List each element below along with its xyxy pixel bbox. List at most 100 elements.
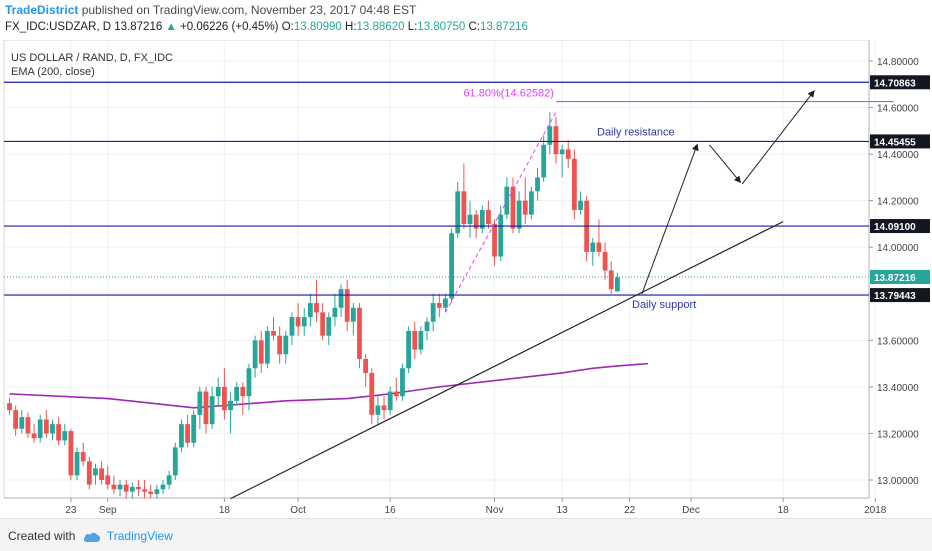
candle-body xyxy=(547,126,553,145)
candle-body xyxy=(93,468,98,476)
price-chart[interactable]: 13.0000013.2000013.4000013.6000013.80000… xyxy=(0,39,932,518)
candle-body xyxy=(228,400,233,411)
candle-body xyxy=(473,214,479,229)
price-label-box xyxy=(870,288,930,303)
close-value: 13.87216 xyxy=(479,21,528,33)
forecast-arrow-up xyxy=(641,143,699,294)
current-price-box xyxy=(870,269,930,284)
candle-body xyxy=(436,303,442,308)
quote-line: FX_IDC:USDZAR, D 13.87216 ▲ +0.06226 (+0… xyxy=(5,21,528,33)
trendline xyxy=(230,221,784,500)
candle-body xyxy=(148,491,154,494)
chart-area[interactable]: 13.0000013.2000013.4000013.6000013.80000… xyxy=(0,39,932,518)
candle-body xyxy=(277,335,283,355)
time-tick-label: 2018 xyxy=(864,505,887,516)
candle-body xyxy=(381,405,387,411)
author-link[interactable]: TradeDistrict xyxy=(5,3,79,17)
candle-body xyxy=(344,289,350,322)
candle-body xyxy=(99,468,104,480)
high-value: 13.88620 xyxy=(356,21,405,33)
candle-body xyxy=(240,386,246,397)
candle-body xyxy=(209,396,215,425)
candle-body xyxy=(529,191,534,215)
candle-body xyxy=(559,149,565,155)
candle-body xyxy=(596,242,602,252)
publish-text: published on TradingView.com, November 2… xyxy=(78,3,417,17)
candle-body xyxy=(535,177,540,192)
candle-body xyxy=(142,489,147,492)
candle-body xyxy=(608,270,614,290)
candle-body xyxy=(215,386,221,397)
price-tick-label: 14.60000 xyxy=(877,104,919,115)
candle-body xyxy=(105,475,111,485)
candle-body xyxy=(338,289,344,308)
candle-body xyxy=(467,214,473,224)
time-tick-label: 22 xyxy=(624,505,636,516)
chart-legend: US DOLLAR / RAND, D, FX_IDC EMA (200, cl… xyxy=(11,51,173,79)
candle-body xyxy=(375,405,381,415)
candle-body xyxy=(80,452,86,462)
candle-body xyxy=(565,149,571,159)
price-label: 13.79443 xyxy=(874,291,916,302)
time-tick-label: Nov xyxy=(486,505,504,516)
candle-body xyxy=(350,307,356,322)
candle-body xyxy=(492,223,497,257)
high-label: H: xyxy=(345,21,357,33)
candle-body xyxy=(19,417,25,429)
candle-body xyxy=(393,391,399,397)
daily-resistance-label: Daily resistance xyxy=(597,126,675,138)
open-value: 13.80990 xyxy=(293,21,342,33)
fib-leg-line xyxy=(445,111,557,313)
candle-body xyxy=(332,307,338,318)
candle-body xyxy=(222,386,227,411)
price-label: 14.70863 xyxy=(874,78,916,89)
candle-body xyxy=(541,144,547,178)
price-label: 14.45455 xyxy=(874,137,916,148)
price-tick-label: 13.00000 xyxy=(877,476,919,487)
candle-body xyxy=(37,419,43,439)
time-tick-label: Oct xyxy=(290,505,306,516)
price-label-box xyxy=(870,75,930,90)
candle-body xyxy=(357,307,362,359)
open-label: O: xyxy=(281,21,294,33)
candle-body xyxy=(129,486,135,492)
price-label: 14.09100 xyxy=(874,222,916,233)
candle-body xyxy=(443,298,448,308)
price-tick-label: 14.00000 xyxy=(877,243,919,254)
candle-body xyxy=(117,484,123,490)
candle-body xyxy=(326,317,332,336)
candle-body xyxy=(400,368,405,397)
low-value: 13.80750 xyxy=(417,21,466,33)
time-tick-label: 13 xyxy=(557,505,569,516)
change-value: +0.06226 (+0.45%) xyxy=(180,21,279,33)
price-tick-label: 14.40000 xyxy=(877,150,919,161)
candle-body xyxy=(62,431,68,441)
publish-info: TradeDistrict published on TradingView.c… xyxy=(5,3,416,17)
price-tick-label: 14.20000 xyxy=(877,197,919,208)
candle-body xyxy=(43,419,49,434)
price-label-box xyxy=(870,134,930,149)
candle-body xyxy=(314,303,319,313)
candle-body xyxy=(25,417,31,434)
candle-body xyxy=(295,317,301,327)
candle-body xyxy=(74,452,80,476)
candle-body xyxy=(203,391,209,425)
tradingview-brand[interactable]: TradingView xyxy=(106,529,173,543)
candle-body xyxy=(412,331,418,350)
candle-body xyxy=(479,209,485,229)
time-tick-label: 18 xyxy=(778,505,790,516)
candle-body xyxy=(406,331,411,369)
candle-body xyxy=(602,251,608,271)
candle-body xyxy=(123,484,129,492)
indicator-label[interactable]: EMA (200, close) xyxy=(11,66,95,78)
candle-body xyxy=(430,303,436,322)
candle-body xyxy=(50,424,55,434)
candle-body xyxy=(455,191,461,234)
candle-body xyxy=(68,431,74,476)
candle-body xyxy=(31,433,37,439)
candle-body xyxy=(172,447,178,476)
time-tick-label: 18 xyxy=(219,505,231,516)
candle-body xyxy=(197,391,203,415)
candle-body xyxy=(264,331,270,364)
candle-body xyxy=(179,424,184,448)
